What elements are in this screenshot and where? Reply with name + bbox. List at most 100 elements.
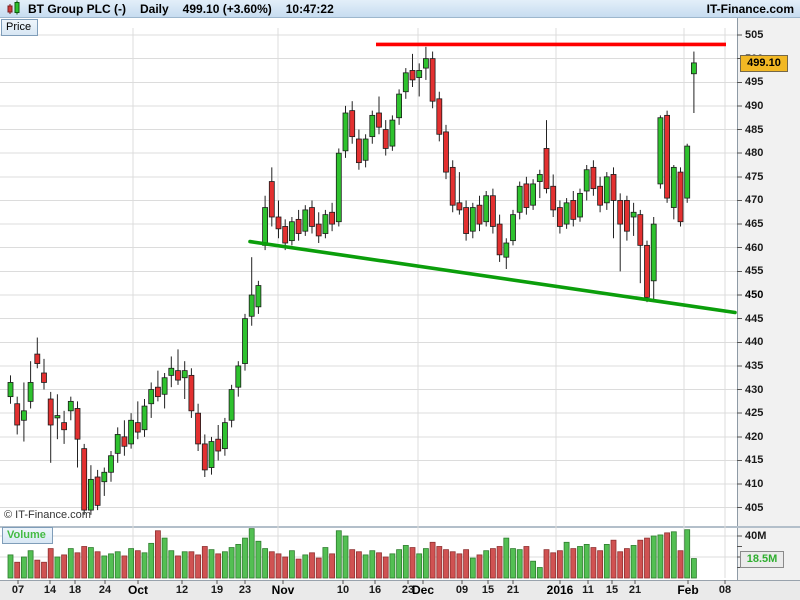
volume-bar — [630, 545, 637, 579]
x-axis-label: 2016 — [546, 583, 574, 597]
volume-bar — [691, 558, 697, 579]
x-axis-label: 23 — [238, 584, 252, 596]
price-axis-label: 415 — [745, 454, 764, 467]
candlestick — [664, 114, 670, 199]
x-axis-label: 07 — [11, 584, 25, 596]
candlestick — [376, 112, 382, 128]
candlestick — [530, 183, 536, 206]
title-bar: BT Group PLC (-) Daily 499.10 (+3.60%) 1… — [0, 0, 800, 18]
volume-bar — [496, 546, 503, 579]
candlestick — [208, 441, 215, 468]
candlestick — [27, 382, 34, 402]
volume-bar — [141, 552, 148, 579]
candlestick — [563, 202, 570, 225]
candlestick — [20, 410, 27, 421]
candlestick — [67, 400, 74, 412]
axis-ticks — [17, 34, 742, 584]
candlestick — [510, 214, 516, 242]
volume-bar — [557, 550, 563, 579]
volume-bar — [282, 556, 289, 579]
candlestick — [275, 216, 282, 230]
price-axis-label: 495 — [745, 76, 764, 89]
candlestick — [369, 114, 376, 138]
watermark: © IT-Finance.com — [4, 509, 91, 521]
candlestick — [215, 438, 222, 452]
candlestick — [577, 192, 583, 218]
volume-bar — [429, 541, 436, 579]
volume-bar — [610, 539, 617, 579]
volume-bar — [114, 551, 121, 579]
candlestick — [342, 112, 349, 152]
x-axis-label: Oct — [127, 583, 149, 597]
volume-bar — [463, 549, 470, 579]
volume-bar — [597, 550, 603, 579]
volume-bar — [396, 549, 403, 579]
candlestick — [248, 294, 255, 317]
price-axis-label: 485 — [745, 123, 764, 136]
candlestick — [34, 353, 41, 364]
volume-bar — [74, 552, 81, 579]
candlestick — [570, 200, 577, 220]
candlestick — [88, 478, 94, 511]
candlestick — [536, 174, 543, 182]
x-axis-label: 11 — [582, 584, 594, 596]
volume-bar — [309, 552, 315, 579]
candlestick — [416, 70, 423, 78]
volume-bar — [235, 544, 242, 579]
volume-bar — [349, 549, 356, 579]
x-axis-label: 24 — [98, 584, 112, 596]
candlestick — [154, 386, 161, 398]
volume-bar — [27, 550, 34, 579]
candlestick — [396, 93, 403, 119]
volume-bar — [617, 551, 624, 579]
candlestick — [114, 434, 121, 454]
price-axis-label: 445 — [745, 312, 764, 325]
volume-bar — [262, 548, 269, 579]
x-axis-label: 15 — [605, 584, 619, 596]
volume-bar — [181, 551, 188, 579]
candlestick — [288, 221, 295, 242]
brand-label: IT-Finance.com — [706, 1, 794, 16]
candlestick — [677, 171, 684, 223]
volume-bar — [268, 551, 275, 579]
price-axis-label: 425 — [745, 407, 764, 420]
candlestick — [168, 367, 175, 376]
volume-bar — [228, 547, 235, 579]
volume-bar — [288, 550, 295, 579]
volume-bar — [469, 557, 476, 579]
volume-bar — [148, 542, 155, 579]
volume-bar — [121, 555, 128, 579]
volume-bar — [342, 535, 349, 579]
candlestick — [624, 200, 630, 232]
candlestick — [148, 389, 155, 405]
candlestick — [382, 129, 389, 149]
candlestick — [322, 214, 329, 234]
volume-bar — [175, 555, 181, 579]
price-axis-label: 430 — [745, 383, 764, 396]
tab-price[interactable]: Price — [1, 19, 39, 36]
volume-bar — [355, 551, 362, 579]
price-axis-label: 470 — [745, 194, 764, 207]
volume-bar — [188, 551, 195, 579]
candlestick — [670, 166, 677, 208]
volume-bar — [101, 555, 108, 579]
pane-separator[interactable] — [0, 526, 800, 528]
support-trendline[interactable] — [248, 239, 737, 315]
candlestick — [255, 285, 262, 308]
volume-bar — [677, 550, 684, 579]
candlestick — [590, 166, 597, 190]
volume-bar — [637, 539, 644, 579]
volume-bar — [315, 557, 322, 579]
candlestick — [610, 174, 617, 201]
volume-bar — [61, 554, 67, 579]
tab-volume[interactable]: Volume — [2, 527, 53, 544]
volume-bar — [168, 550, 175, 579]
price-axis-label: 460 — [745, 241, 764, 254]
volume-bar — [376, 552, 382, 579]
candlestick — [14, 403, 21, 426]
candlestick — [557, 207, 563, 227]
volume-bar — [67, 548, 74, 579]
candlestick — [523, 183, 530, 208]
price-axis-label: 475 — [745, 170, 764, 183]
